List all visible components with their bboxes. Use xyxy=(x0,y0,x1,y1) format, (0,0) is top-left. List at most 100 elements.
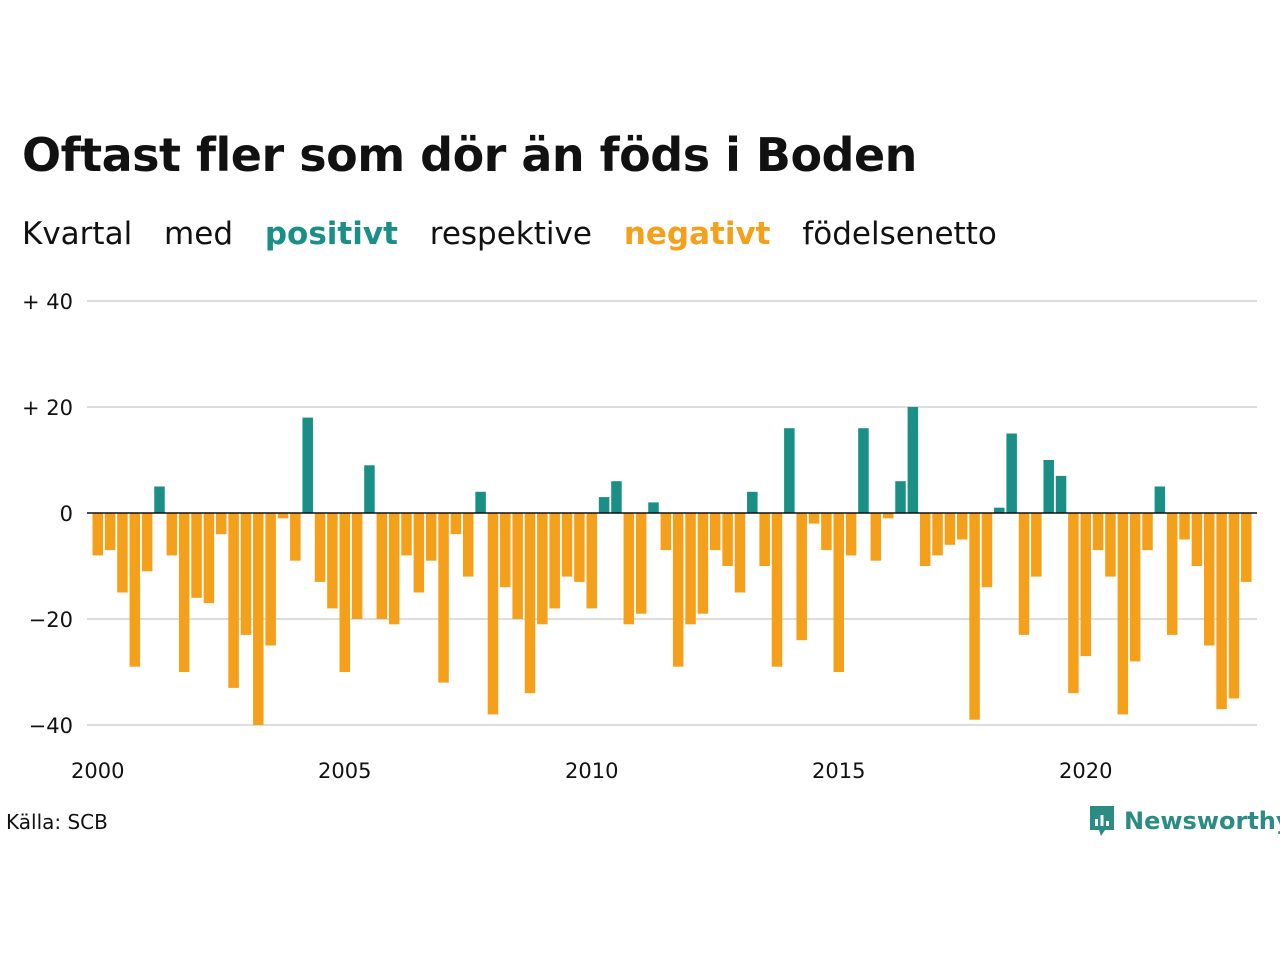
bar-negative xyxy=(327,513,338,609)
bar-negative xyxy=(253,513,264,725)
bar-negative xyxy=(141,513,153,572)
bar-negative xyxy=(537,513,548,625)
bar-positive xyxy=(302,417,313,513)
bar-negative xyxy=(1166,513,1178,635)
bar-chart: + 40 + 20 0 −20 −40 2000 2005 2010 2015 2020 xyxy=(22,290,1257,783)
bar-positive xyxy=(747,491,758,513)
bar-negative xyxy=(1204,513,1215,646)
x-tick-label: 2020 xyxy=(1059,759,1112,783)
bar-negative xyxy=(586,513,597,609)
bar-negative xyxy=(277,513,289,519)
bar-negative xyxy=(438,513,449,683)
brand-name: Newsworthy xyxy=(1124,807,1280,835)
bar-negative xyxy=(339,513,350,672)
bar-negative xyxy=(228,513,239,688)
bar-negative xyxy=(314,513,326,582)
bar-negative xyxy=(1092,513,1104,551)
bar-negative xyxy=(796,513,807,641)
newsworthy-logo-icon xyxy=(1090,806,1114,836)
bar-negative xyxy=(487,513,499,715)
bar-negative xyxy=(635,513,647,614)
bar-negative xyxy=(697,513,709,614)
bar-negative xyxy=(1179,513,1190,540)
bar-negative xyxy=(981,513,993,588)
bar-negative xyxy=(500,513,511,588)
bar-negative xyxy=(129,513,141,667)
x-tick-label: 2000 xyxy=(71,759,124,783)
bar-negative xyxy=(957,513,968,540)
bar-negative xyxy=(92,513,103,556)
legend-positive-label: positivt xyxy=(264,216,398,252)
bar-negative xyxy=(919,513,931,566)
bar-negative xyxy=(1105,513,1116,577)
bar-negative xyxy=(623,513,635,625)
bar-negative xyxy=(512,513,523,619)
bar-negative xyxy=(759,513,770,566)
newsworthy-logo: Newsworthy xyxy=(1088,804,1280,838)
bar-positive xyxy=(1154,486,1166,513)
bar-positive xyxy=(475,491,486,513)
bar-negative xyxy=(216,513,227,535)
bar-negative xyxy=(463,513,474,577)
y-tick-label: −20 xyxy=(29,608,73,632)
bar-negative xyxy=(710,513,721,551)
bar-negative xyxy=(1031,513,1042,577)
bar-negative xyxy=(549,513,560,609)
bar-negative xyxy=(882,513,894,519)
bar-negative xyxy=(376,513,388,619)
bar-positive xyxy=(907,407,919,513)
bar-negative xyxy=(104,513,116,551)
bar-positive xyxy=(784,428,795,513)
chart-subtitle: Kvartal med positivt respektive negativt… xyxy=(22,216,1019,252)
bar-negative xyxy=(1191,513,1203,566)
bar-negative xyxy=(821,513,832,551)
bar-negative xyxy=(117,513,128,593)
bar-negative xyxy=(1018,513,1030,635)
bar-negative xyxy=(1216,513,1227,710)
bar-negative xyxy=(685,513,696,625)
bar-negative xyxy=(722,513,733,566)
bar-negative xyxy=(1241,513,1252,582)
bar-negative xyxy=(771,513,783,667)
bar-negative xyxy=(833,513,844,672)
bar-positive xyxy=(895,481,906,513)
axis-layer: + 40 + 20 0 −20 −40 2000 2005 2010 2015 2020 xyxy=(22,290,1257,783)
bar-negative xyxy=(574,513,585,582)
bar-positive xyxy=(364,465,375,513)
bar-negative xyxy=(1142,513,1153,551)
bar-negative xyxy=(1068,513,1079,694)
bar-positive xyxy=(598,497,610,513)
bar-negative xyxy=(734,513,746,593)
grid-layer xyxy=(87,300,1257,726)
x-tick-label: 2010 xyxy=(565,759,618,783)
bar-negative xyxy=(351,513,363,619)
bar-negative xyxy=(413,513,425,593)
bar-positive xyxy=(1043,460,1054,513)
bar-negative xyxy=(425,513,437,561)
legend-negative-label: negativt xyxy=(623,216,771,252)
bar-positive xyxy=(154,486,165,513)
bar-positive xyxy=(648,502,659,513)
bar-negative xyxy=(672,513,684,667)
subtitle-text-med: med xyxy=(164,216,233,252)
bar-negative xyxy=(388,513,400,625)
bar-negative xyxy=(178,513,190,672)
y-tick-label: 0 xyxy=(60,502,73,526)
bar-negative xyxy=(1117,513,1129,715)
subtitle-text-fodelsenetto: födelsenetto xyxy=(802,216,997,252)
bar-negative xyxy=(191,513,202,598)
bar-negative xyxy=(290,513,301,561)
y-tick-label: + 20 xyxy=(22,396,73,420)
chart-title: Oftast fler som dör än föds i Boden xyxy=(22,128,917,182)
bar-negative xyxy=(203,513,215,604)
source-note: Källa: SCB xyxy=(6,810,108,834)
bar-positive xyxy=(994,507,1005,513)
bar-negative xyxy=(845,513,857,556)
bar-positive xyxy=(1055,475,1067,513)
bar-negative xyxy=(561,513,573,577)
subtitle-text-respektive: respektive xyxy=(429,216,592,252)
bar-negative xyxy=(401,513,412,556)
bar-negative xyxy=(1080,513,1091,657)
bar-negative xyxy=(660,513,672,551)
bar-negative xyxy=(240,513,252,635)
